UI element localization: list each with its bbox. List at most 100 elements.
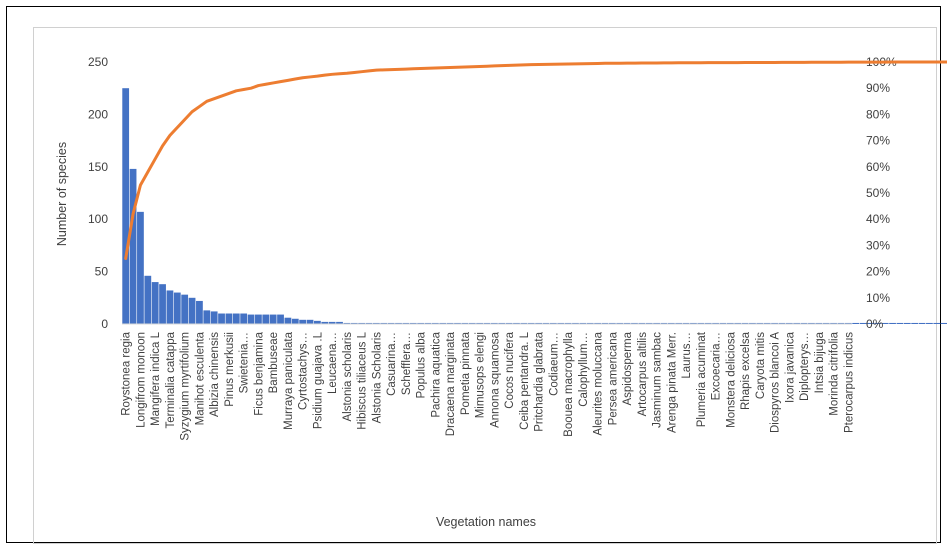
bar	[867, 322, 874, 324]
x-tick-label: Jasminum sambac	[652, 332, 664, 428]
bar	[808, 322, 815, 324]
bar	[557, 322, 565, 324]
x-tick-label: Morinda citrifolia	[829, 331, 841, 415]
y2-tick-label: 30%	[866, 238, 890, 252]
y-axis-right: 0%10%20%30%40%50%60%70%80%90%100%	[866, 55, 897, 331]
bar	[350, 322, 358, 324]
x-tick-label: Roystonea regia	[121, 331, 133, 415]
x-tick-label: Pterocarpus indicus	[843, 332, 855, 433]
bar	[137, 211, 144, 324]
bar	[697, 322, 705, 324]
x-tick-label: Alstonia Scholaris	[371, 332, 383, 424]
bar	[380, 322, 388, 324]
y-axis-left: 0 50 100 150 200 250	[88, 55, 108, 331]
bar	[365, 322, 373, 324]
chart-frame	[6, 6, 941, 544]
bar	[645, 322, 653, 324]
bar	[926, 322, 933, 324]
x-tick-label: Aleurites moluccana	[593, 331, 605, 435]
bar	[424, 322, 432, 324]
y2-tick-label: 70%	[866, 134, 890, 148]
bar	[704, 322, 712, 324]
x-tick-label: Boouea macrophylla	[563, 331, 575, 436]
bar	[800, 322, 808, 324]
bar	[210, 311, 218, 324]
x-tick-label: Bambuseae	[268, 332, 280, 393]
bar	[881, 322, 889, 324]
bar	[859, 322, 867, 324]
y2-tick-label: 0%	[866, 317, 884, 331]
bar	[690, 322, 697, 324]
bar	[741, 322, 749, 324]
x-tick-label: Monstera deliciosa	[725, 331, 737, 427]
bar	[682, 322, 690, 324]
bar	[498, 322, 506, 324]
x-tick-label: Excoecaria…	[711, 332, 723, 400]
x-tick-label: Ixora javanica	[784, 331, 796, 403]
bar	[173, 292, 181, 324]
bar	[726, 322, 734, 324]
bar	[277, 314, 284, 324]
bar	[653, 322, 660, 324]
bar	[299, 319, 307, 324]
x-tick-label: Pritchardia glabrata	[534, 331, 546, 431]
x-tick-label: Artocarpus altilis	[637, 332, 649, 417]
y-tick-label: 250	[88, 55, 108, 69]
bar	[608, 322, 616, 324]
bar	[822, 322, 830, 324]
bar	[291, 318, 299, 324]
bar	[240, 313, 248, 324]
bar	[454, 322, 461, 324]
x-tick-label: Diplopterys…	[799, 332, 811, 401]
x-tick-label: Schefflera…	[401, 332, 413, 395]
bar	[785, 322, 793, 324]
y-tick-label: 0	[101, 317, 108, 331]
bar	[719, 322, 727, 324]
x-tick-label: Hibiscus tiliaceus L	[357, 331, 369, 429]
bar	[874, 322, 882, 324]
bar	[255, 314, 262, 324]
x-tick-label: Albizia chinensis	[209, 332, 221, 417]
x-tick-label: Murraya paniculata	[283, 331, 295, 429]
x-tick-label: Terminalia catappa	[165, 331, 177, 428]
bar	[542, 322, 550, 324]
bar	[564, 322, 572, 324]
bar	[306, 319, 314, 324]
bar	[667, 322, 675, 324]
bar	[336, 321, 343, 324]
x-tick-label: Cyrtostachys…	[298, 332, 310, 410]
x-tick-label: Populus alba	[416, 331, 428, 398]
bar	[527, 322, 535, 324]
bar	[247, 314, 255, 324]
x-tick-label: Ceiba pentandra. L	[519, 331, 531, 429]
bar	[328, 321, 336, 324]
bar	[314, 320, 321, 324]
bar	[483, 322, 491, 324]
bar	[387, 322, 395, 324]
y2-tick-label: 80%	[866, 107, 890, 121]
bar	[446, 322, 454, 324]
bar	[188, 297, 196, 324]
x-tick-label: Psidium guajava .L	[312, 331, 324, 429]
x-tick-label: Syzygium myrtifolium	[180, 332, 192, 441]
x-tick-label: Arenga pinata Merr.	[666, 332, 678, 433]
x-tick-label: Manihot esculenta	[194, 331, 206, 425]
bar	[631, 322, 638, 324]
x-tick-label: Leucaena…	[327, 332, 339, 394]
y2-tick-label: 40%	[866, 212, 890, 226]
x-tick-label: Longifrom monoon	[135, 332, 147, 428]
bar	[225, 313, 233, 324]
bar	[771, 322, 778, 324]
bar	[159, 284, 166, 324]
bar	[358, 322, 366, 324]
bar	[638, 322, 646, 324]
bar	[203, 310, 211, 324]
x-tick-label: Caryota mitis	[755, 332, 767, 399]
bar	[468, 322, 476, 324]
bar	[262, 314, 270, 324]
bar	[269, 314, 277, 324]
y-axis-title: Number of species	[55, 142, 69, 246]
x-tick-label: Pometia pinnata	[460, 331, 472, 415]
bar	[837, 322, 845, 324]
cumulative-line	[124, 60, 947, 260]
